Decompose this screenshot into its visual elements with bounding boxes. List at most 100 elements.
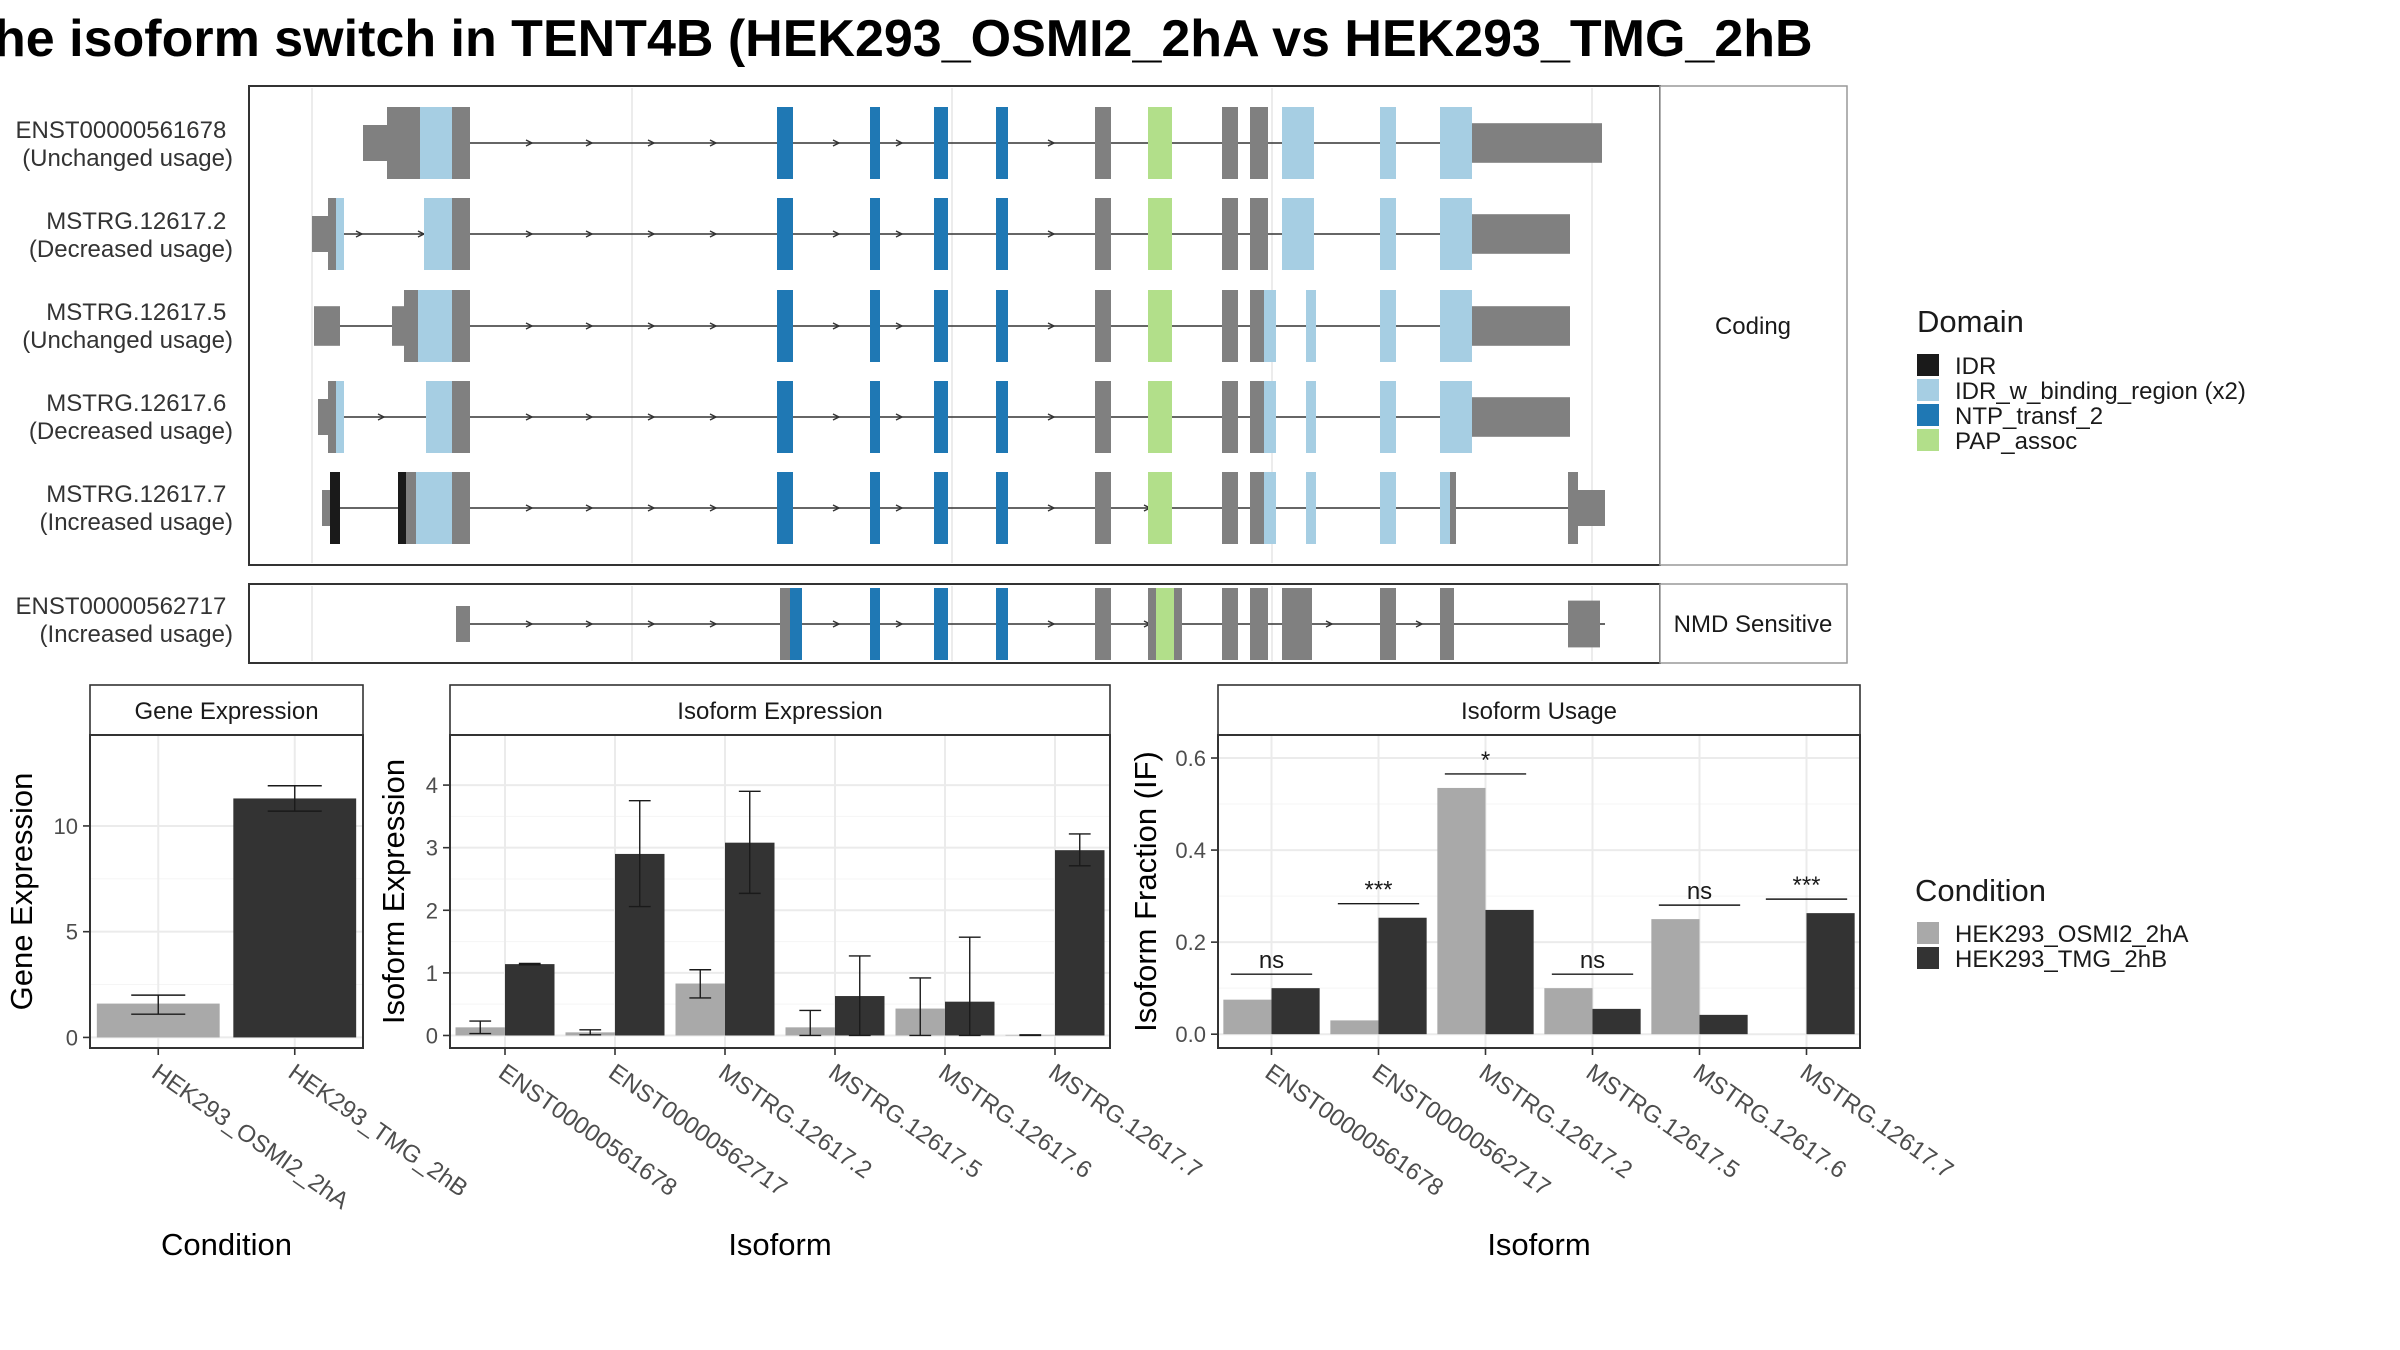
strand-arrow [1047,620,1056,628]
strand-arrow [709,139,718,147]
significance-label: ns [1580,947,1605,974]
exon-block [1380,198,1396,270]
exon-block [392,306,404,346]
exon-block [934,290,948,362]
y-tick-label: 0.4 [1175,838,1206,863]
legend-key-condition-b [1917,947,1939,969]
legend-label-idr-binding: IDR_w_binding_region (x2) [1955,378,2246,405]
strand-arrow [525,620,534,628]
domain-legend-title: Domain [1917,304,2024,339]
exon-block [1222,472,1238,544]
exon-block [1148,107,1172,179]
strand-arrow [1415,620,1424,628]
exon-block [870,588,880,660]
exon-block [1306,472,1316,544]
exon-block [1148,381,1172,453]
exon-block [1095,588,1111,660]
condition-legend-title: Condition [1915,873,2046,908]
strand-arrow [832,620,841,628]
significance-label: ns [1687,878,1712,905]
exon-block [870,381,880,453]
bar [1378,917,1427,1035]
bar [1223,999,1272,1035]
domain-legend: Domain IDR IDR_w_binding_region (x2) NTP… [1917,304,2246,455]
exon-block [1222,381,1238,453]
exon-block [780,588,790,660]
exon-block [1450,472,1456,544]
exon-block [1472,214,1570,254]
exon-block [934,107,948,179]
exon-block [1095,107,1111,179]
bar [1544,988,1593,1035]
exon-block [1306,290,1316,362]
exon-block [996,381,1008,453]
strand-arrow [647,230,656,238]
exon-block [934,472,948,544]
exon-block [1440,198,1472,270]
nmd-strip [1659,583,1848,664]
exon-block [330,472,340,544]
exon-block [996,107,1008,179]
x-tick-label: ENST00000561678 [494,1059,682,1202]
exon-block [934,198,948,270]
exon-block [1148,472,1172,544]
strand-arrow [895,413,904,421]
bar [1592,1008,1641,1035]
plot-frame [449,734,1111,1049]
x-axis-title: Condition [161,1227,292,1262]
legend-label-ntp-transf: NTP_transf_2 [1955,403,2103,430]
bar [1806,913,1855,1035]
exon-block [1264,290,1276,362]
exon-block [934,381,948,453]
exon-block [420,107,452,179]
strand-arrow [832,322,841,330]
strand-arrow [895,620,904,628]
exon-block [1250,198,1268,270]
transcript-track [363,107,1602,179]
exon-block [934,588,948,660]
legend-key-condition-a [1917,922,1939,944]
exon-block [1250,472,1268,544]
y-tick-label: 2 [426,898,438,923]
strand-arrow [585,139,594,147]
bar [1330,1020,1379,1035]
y-tick-label: 0 [66,1025,78,1050]
bar [1485,909,1534,1035]
transcript-track [314,290,1570,362]
legend-key-idr [1917,354,1939,376]
facet-strip [89,684,364,736]
y-tick-label: 5 [66,920,78,945]
isoform-label-2: MSTRG.12617.2 (Decreased usage) [29,208,233,263]
exon-block [456,606,470,642]
transcript-track [312,198,1570,270]
y-tick-label: 10 [54,814,78,839]
exon-block [328,198,336,270]
exon-block [452,472,470,544]
strand-arrow [709,322,718,330]
exon-block [1440,290,1472,362]
exon-block [1148,290,1172,362]
facet-strip [1217,684,1861,736]
y-tick-label: 4 [426,773,438,798]
strand-arrow [525,139,534,147]
exon-block [777,198,793,270]
exon-block [1440,588,1454,660]
exon-block [1264,472,1276,544]
exon-block [1282,588,1312,660]
exon-block [777,290,793,362]
exon-block [1568,472,1578,544]
exon-block [404,290,418,362]
y-tick-label: 0 [426,1023,438,1048]
legend-label-condition-a: HEK293_OSMI2_2hA [1955,921,2188,948]
exon-block [777,107,793,179]
exon-block [1440,107,1472,179]
isoform-label-1: ENST00000561678 (Unchanged usage) [15,117,233,172]
exon-block [424,198,452,270]
y-tick-label: 0.0 [1175,1022,1206,1047]
strand-arrow [525,322,534,330]
y-axis-title: Isoform Expression [376,759,411,1024]
exon-block [777,472,793,544]
exon-block [1298,198,1314,270]
